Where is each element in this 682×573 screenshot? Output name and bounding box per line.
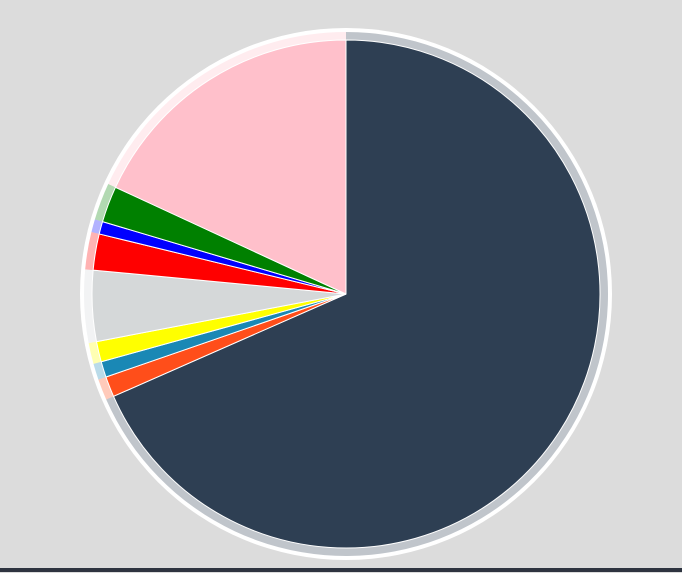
- bottom-strip: [0, 568, 682, 572]
- pie-slice-1[interactable]: [113, 39, 601, 549]
- pie-slice-9[interactable]: [115, 39, 347, 295]
- pie-slices: [83, 32, 609, 556]
